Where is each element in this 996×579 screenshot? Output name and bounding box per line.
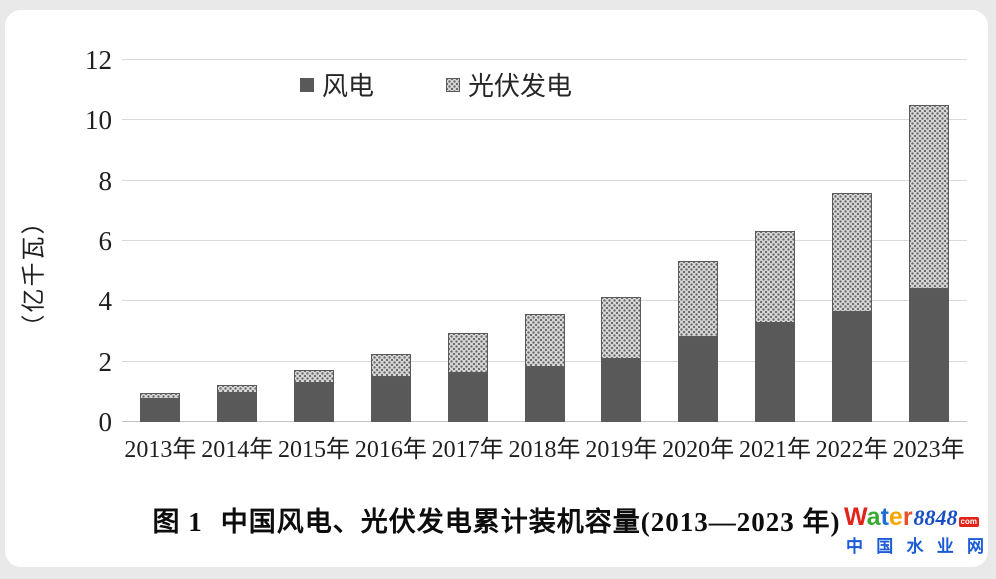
y-tick-label: 4 <box>98 286 113 317</box>
bar-group-2023年 <box>908 105 949 422</box>
gridline <box>122 59 967 60</box>
wind-bar-segment <box>831 311 872 422</box>
y-tick-label: 0 <box>98 407 113 437</box>
logo-subtitle-char: 网 <box>967 537 984 556</box>
wind-bar-segment <box>370 377 411 422</box>
pv-bar-segment <box>678 260 719 338</box>
y-axis-title-text: （亿千瓦） <box>21 208 48 338</box>
wind-bar-segment <box>140 398 181 422</box>
pv-bar-segment <box>601 297 642 359</box>
pv-bar-segment <box>294 370 335 384</box>
wind-bar-segment <box>217 393 258 422</box>
logo-subtitle-char: 业 <box>936 537 954 556</box>
gridline <box>122 119 967 121</box>
logo-wordmark: Water 8848 com <box>844 505 986 530</box>
bar-group-2019年 <box>601 297 642 422</box>
x-tick-label: 2022年 <box>815 437 888 463</box>
legend-label-pv: 光伏发电 <box>468 72 573 101</box>
pv-bar-segment <box>831 193 872 312</box>
chart-legend: 风电 光伏发电 <box>300 66 572 103</box>
x-tick-label: 2023年 <box>892 437 965 463</box>
bar-group-2014年 <box>217 384 258 422</box>
x-tick-label: 2015年 <box>278 437 351 463</box>
pv-bar-segment <box>754 230 795 324</box>
x-tick-label: 2014年 <box>201 437 274 463</box>
logo-word-water: Water <box>844 505 913 530</box>
logo-letter: r <box>902 503 913 531</box>
legend-item-pv: 光伏发电 <box>446 66 572 103</box>
pv-bar-segment <box>447 333 488 373</box>
x-tick-label: 2021年 <box>738 437 811 463</box>
figure-caption: 图 1 中国风电、光伏发电累计装机容量(2013—2023 年) <box>5 500 988 539</box>
y-tick-label: 10 <box>85 105 112 136</box>
logo-subtitle-char: 水 <box>906 537 924 556</box>
wind-bar-segment <box>447 372 488 422</box>
wind-bar-segment <box>524 366 565 422</box>
figure-caption-text: 中国风电、光伏发电累计装机容量(2013—2023 年) <box>220 507 841 537</box>
legend-item-wind: 风电 <box>300 66 374 103</box>
bar-group-2016年 <box>370 353 411 422</box>
pv-bar-segment <box>140 393 181 399</box>
bar-group-2017年 <box>447 333 488 422</box>
x-tick-label: 2018年 <box>508 437 581 463</box>
pv-bar-segment <box>370 353 411 378</box>
bar-group-2022年 <box>831 193 872 422</box>
wind-bar-segment <box>678 337 719 422</box>
wind-legend-swatch-icon <box>300 77 314 92</box>
wind-bar-segment <box>754 323 795 422</box>
bar-group-2015年 <box>294 370 335 422</box>
wind-bar-segment <box>908 288 949 422</box>
pv-bar-segment <box>217 384 258 394</box>
wind-bar-segment <box>601 358 642 422</box>
bar-group-2018年 <box>524 314 565 422</box>
pv-bar-segment <box>524 314 565 367</box>
pv-legend-swatch-icon <box>446 77 461 92</box>
figure-card: （亿千瓦） 风电 光伏发电 图 1 中国风电、光伏发电累计装机容量(2013—20… <box>5 10 988 567</box>
gridline <box>122 240 967 241</box>
logo-subtitle-char: 国 <box>876 537 894 556</box>
wind-bar-segment <box>294 383 335 422</box>
x-tick-label: 2013年 <box>124 437 197 463</box>
x-tick-label: 2020年 <box>662 437 735 463</box>
bar-group-2021年 <box>754 230 795 422</box>
plot-area <box>122 59 967 422</box>
gridline <box>122 300 967 302</box>
logo-letter: e <box>888 503 903 531</box>
y-tick-label: 12 <box>85 45 112 75</box>
logo-com-badge: com <box>958 517 979 527</box>
gridline <box>122 179 967 181</box>
logo-letter: a <box>866 503 881 531</box>
logo-letter: W <box>844 503 867 531</box>
y-tick-label: 2 <box>98 346 113 377</box>
figure-number: 图 1 <box>152 507 203 537</box>
water8848-logo: Water 8848 com 中国水业网 <box>844 505 986 557</box>
logo-letter: t <box>880 503 889 531</box>
legend-label-wind: 风电 <box>322 72 375 101</box>
x-tick-label: 2019年 <box>585 437 658 463</box>
x-tick-label: 2016年 <box>354 437 427 463</box>
logo-number: 8848 <box>913 505 958 530</box>
y-tick-label: 8 <box>98 165 113 196</box>
bar-group-2013年 <box>140 393 181 422</box>
x-tick-label: 2017年 <box>431 437 504 463</box>
logo-subtitle: 中国水业网 <box>844 532 986 557</box>
pv-bar-segment <box>908 105 949 289</box>
bar-group-2020年 <box>678 260 719 422</box>
y-axis-title: （亿千瓦） <box>11 168 51 378</box>
logo-subtitle-char: 中 <box>846 537 863 556</box>
y-tick-label: 6 <box>98 226 113 256</box>
